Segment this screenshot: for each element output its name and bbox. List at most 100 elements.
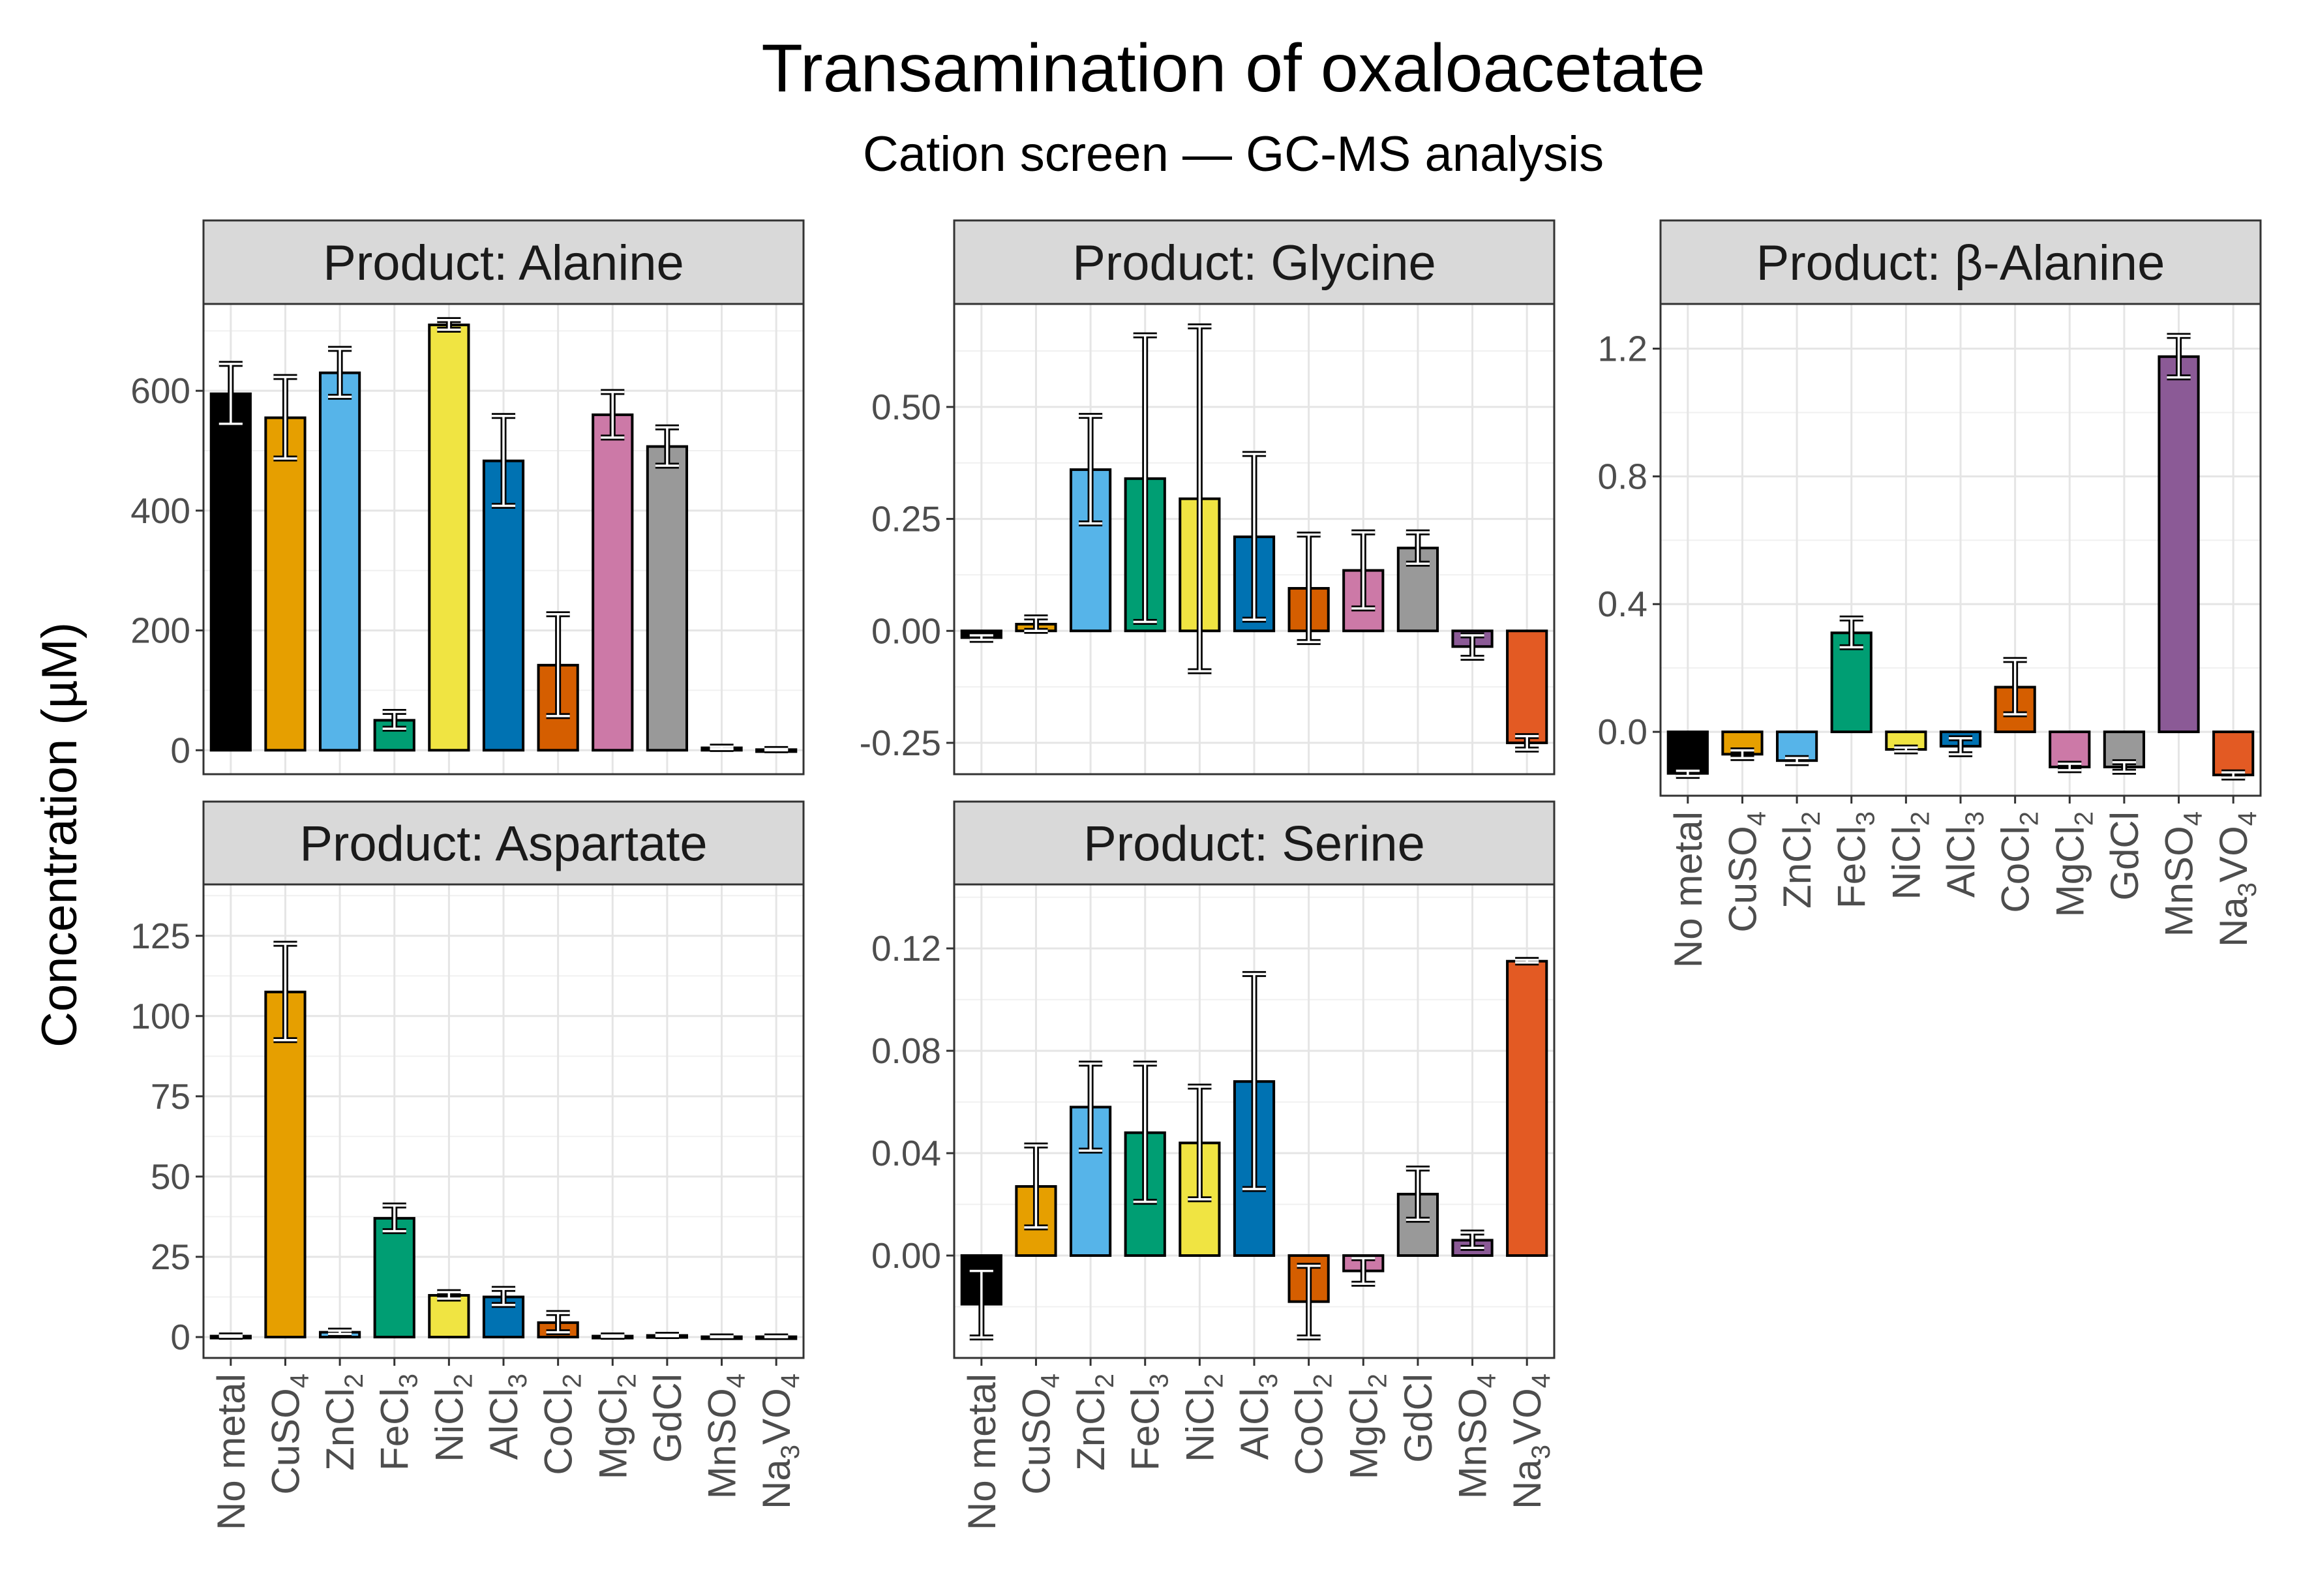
error-bar-cocl2 [2003, 657, 2027, 717]
error-bar-mgcl2 [601, 1333, 625, 1340]
y-tick-label: 1.2 [1598, 329, 1647, 369]
error-bar-alcl3 [1242, 971, 1267, 1192]
x-tick-label: NiCl2 [1884, 811, 1934, 900]
error-bar-mgcl2 [2058, 760, 2082, 774]
facet-strip-label: Product: Glycine [1072, 235, 1436, 291]
x-tick-label: GdCl [646, 1374, 689, 1463]
error-bar-cuso4 [1024, 614, 1048, 634]
error-bar-zncl2 [1079, 413, 1103, 526]
bar-fecl3 [373, 1216, 415, 1339]
error-bar-no-metal [1676, 768, 1700, 779]
error-bar-fecl3 [1133, 332, 1157, 625]
y-tick-label: -0.25 [860, 723, 941, 763]
bar-mnso4 [2158, 355, 2200, 734]
facet-strip-label: Product: β-Alanine [1756, 235, 2165, 291]
x-tick-label: CoCl2 [537, 1374, 587, 1475]
error-bar-cuso4 [1730, 747, 1754, 761]
x-tick-label: MgCl2 [1342, 1374, 1392, 1479]
error-bar-na3vo4 [1515, 733, 1539, 753]
error-bar-mgcl2 [1351, 1255, 1376, 1287]
bar-na3vo4 [1506, 959, 1548, 1257]
x-tick-label: FeCl3 [1830, 811, 1880, 909]
y-tick-label: 25 [151, 1237, 190, 1277]
chart-subtitle: Cation screen — GC-MS analysis [863, 127, 1604, 182]
x-tick-label: Na3VO4 [1505, 1374, 1556, 1509]
error-bar-zncl2 [1079, 1061, 1103, 1154]
y-tick-label: 0 [170, 730, 190, 770]
bar-na3vo4 [2212, 730, 2255, 777]
facet-product-alanine: Product: β-Alanine 0.0 0.4 0.8 1.2 No metal Cu… [1598, 219, 2262, 968]
error-bar-zncl2 [1785, 755, 1809, 766]
y-tick-label: 100 [130, 996, 190, 1036]
y-tick-label: 0.08 [871, 1031, 941, 1071]
error-bar-alcl3 [491, 1286, 516, 1308]
facet-product-glycine: Product: Glycine -0.25 0.00 0.25 0.50 [860, 219, 1556, 775]
y-tick-label: 0.25 [871, 499, 941, 539]
x-tick-label: Na3VO4 [755, 1374, 805, 1509]
bar-alcl3 [482, 459, 525, 752]
facet-panels: Product: Alanine 0 200 400 600 Product: Glyci… [130, 219, 2262, 1530]
panel-border [202, 303, 805, 775]
bar-nicl2 [428, 324, 470, 752]
y-tick-label: 0.4 [1598, 584, 1647, 624]
error-bar-fecl3 [382, 708, 406, 732]
error-bar-na3vo4 [764, 1333, 789, 1340]
panel-border [953, 303, 1556, 775]
error-bar-zncl2 [328, 1327, 352, 1337]
error-bar-cocl2 [1297, 1263, 1321, 1341]
error-bar-cuso4 [273, 941, 297, 1044]
facet-strip-label: Product: Serine [1083, 817, 1425, 872]
error-bar-mnso4 [1460, 632, 1484, 661]
bar-gdcl [646, 445, 689, 752]
y-tick-label: 75 [151, 1076, 190, 1117]
error-bar-alcl3 [1242, 451, 1267, 623]
x-tick-label: No metal [960, 1374, 1004, 1530]
error-bar-no-metal [218, 361, 243, 427]
bar-mgcl2 [592, 413, 634, 752]
error-bar-nicl2 [1894, 744, 1918, 755]
bar-cuso4 [264, 990, 307, 1339]
y-tick-label: 0.00 [871, 1235, 941, 1276]
x-tick-label: GdCl [2103, 811, 2146, 901]
error-bar-gdcl [1406, 1166, 1430, 1223]
facet-strip [953, 800, 1556, 886]
x-tick-label: CuSO4 [1721, 811, 1771, 933]
y-tick-label: 50 [151, 1156, 190, 1197]
facet-product-alanine: Product: Alanine 0 200 400 600 [130, 219, 805, 775]
bar-zncl2 [318, 371, 361, 752]
x-tick-label: ZnCl2 [318, 1374, 368, 1471]
error-bar-cocl2 [546, 1310, 570, 1336]
chart-title: Transamination of oxaloacetate [761, 31, 1705, 106]
error-bar-no-metal [969, 632, 993, 643]
error-bar-no-metal [969, 1268, 993, 1341]
x-tick-label: MnSO4 [2158, 811, 2208, 937]
error-bar-nicl2 [1188, 1083, 1212, 1203]
error-bar-gdcl [655, 424, 679, 469]
bar-no-metal [1666, 730, 1709, 775]
error-bar-mnso4 [710, 744, 734, 752]
error-bar-alcl3 [491, 413, 516, 509]
x-tick-label: FeCl3 [1124, 1374, 1174, 1471]
bar-gdcl [2103, 730, 2146, 768]
y-tick-label: 125 [130, 916, 190, 956]
x-tick-label: AlCl3 [1939, 811, 1989, 897]
error-bar-fecl3 [382, 1202, 406, 1235]
error-bar-zncl2 [328, 346, 352, 400]
error-bar-cocl2 [546, 611, 570, 719]
error-bar-nicl2 [437, 317, 461, 333]
x-tick-label: NiCl2 [427, 1374, 477, 1462]
facet-strip-label: Product: Aspartate [299, 817, 707, 872]
x-tick-label: ZnCl2 [1069, 1374, 1119, 1471]
x-tick-label: MnSO4 [700, 1374, 751, 1499]
error-bar-mnso4 [1460, 1229, 1484, 1251]
x-tick-label: NiCl2 [1178, 1374, 1228, 1462]
error-bar-na3vo4 [2221, 769, 2246, 781]
error-bar-mnso4 [710, 1333, 734, 1340]
y-axis-label: Concentration (µM) [32, 622, 87, 1047]
error-bar-mgcl2 [1351, 529, 1376, 612]
error-bar-fecl3 [1133, 1061, 1157, 1205]
y-tick-label: 0.12 [871, 928, 941, 969]
y-tick-label: 0.8 [1598, 456, 1647, 496]
error-bar-alcl3 [1948, 735, 1973, 757]
